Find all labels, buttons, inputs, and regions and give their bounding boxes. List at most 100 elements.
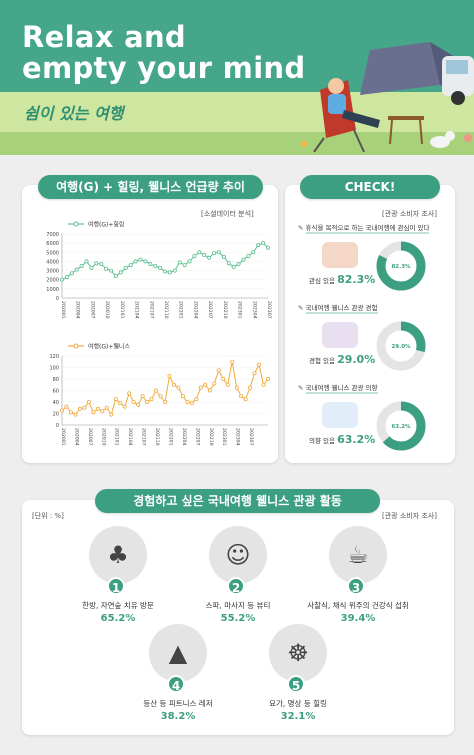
data-point	[187, 259, 192, 264]
x-tick-label: 202007	[89, 301, 95, 319]
spa-face-icon: ☺	[209, 526, 267, 584]
data-point	[216, 368, 221, 373]
data-point	[158, 265, 163, 270]
data-point	[185, 400, 190, 405]
data-point	[140, 394, 145, 399]
x-tick-label: 202204	[181, 428, 187, 446]
check-source: [관광 소비자 조사]	[382, 210, 437, 218]
wellness-line-chart: 여행(G)+웰니스 0 20 40 60 80 100 120 202001 202004 2020…	[49, 343, 270, 446]
x-tick-label: 202110	[163, 301, 169, 319]
data-point	[241, 257, 246, 262]
donut-chart: 82.3%	[376, 241, 426, 291]
x-tick-label: 202004	[73, 428, 79, 446]
check-card	[285, 185, 455, 463]
data-point	[167, 374, 172, 379]
data-point	[265, 245, 270, 250]
activity-label: 등산 등 피트니스 레저	[143, 699, 213, 708]
activity-glyph: ☸	[287, 639, 309, 667]
data-point	[89, 265, 94, 270]
donut-label: 29.0%	[391, 344, 411, 350]
check-item-title-text: 국내여행 웰니스 관광 경험	[305, 304, 378, 314]
activities-source: [관광 소비자 조사]	[382, 512, 437, 520]
yoga-mat-icon	[322, 322, 358, 348]
x-tick-label: 202010	[104, 301, 110, 319]
data-point	[73, 412, 78, 417]
x-tick-label: 202107	[141, 428, 147, 446]
activity-glyph: ▲	[168, 639, 188, 667]
x-tick-label: 202104	[127, 428, 133, 446]
data-point	[148, 262, 153, 267]
data-point	[127, 391, 132, 396]
data-point	[180, 394, 185, 399]
data-point	[59, 408, 64, 413]
activity-glyph: ♣	[107, 541, 129, 569]
y-tick-label: 0	[56, 296, 59, 302]
activity-rank-badge: 5	[287, 675, 305, 693]
data-point	[100, 409, 105, 414]
activity-rank-badge: 1	[107, 577, 125, 595]
picnic-icon	[322, 402, 358, 428]
data-point	[203, 382, 208, 387]
data-point	[95, 406, 100, 411]
y-tick-label: 1000	[46, 287, 59, 293]
x-tick-label: 202210	[208, 428, 214, 446]
activity-label: 사찰식, 채식 위주의 건강식 섭취	[307, 601, 409, 610]
x-tick-label: 202101	[119, 301, 125, 319]
x-tick-label: 202110	[154, 428, 160, 446]
y-tick-label: 20	[53, 412, 59, 418]
data-point	[231, 264, 236, 269]
data-point	[248, 385, 253, 390]
y-tick-label: 120	[49, 354, 59, 360]
check-item-title: ✎ 국내여행 웰니스 관광 경험	[298, 302, 378, 314]
check-item-percent: 63.2%	[337, 433, 376, 446]
y-tick-label: 7000	[46, 232, 59, 238]
data-point	[202, 253, 207, 258]
check-item-percent: 29.0%	[337, 353, 376, 366]
data-point	[86, 400, 91, 405]
donut-chart: 63.2%	[376, 401, 426, 451]
data-point	[128, 263, 133, 268]
data-point	[230, 359, 235, 364]
data-point	[171, 382, 176, 387]
data-point	[162, 269, 167, 274]
data-point	[138, 257, 143, 262]
data-point	[84, 259, 89, 264]
x-tick-label: 202201	[167, 428, 173, 446]
data-point	[143, 259, 148, 264]
legend-marker	[73, 343, 79, 349]
data-point	[176, 385, 181, 390]
data-point	[265, 377, 270, 382]
data-point	[194, 397, 199, 402]
check-item-percent: 82.3%	[337, 273, 376, 286]
data-point	[122, 404, 127, 409]
data-point	[82, 405, 87, 410]
data-point	[104, 266, 109, 271]
check-item-title: ✎ 국내여행 웰니스 관광 의향	[298, 382, 378, 394]
data-point	[68, 410, 73, 415]
hero-title-line2: empty your mind	[22, 51, 306, 85]
activity-percent: 65.2%	[100, 613, 136, 624]
donut-slice	[376, 241, 426, 291]
y-tick-label: 0	[56, 423, 59, 429]
data-point	[251, 250, 256, 255]
activities-title: 경험하고 싶은 국내여행 웰니스 관광 활동	[95, 489, 380, 513]
data-point	[158, 394, 163, 399]
y-tick-label: 60	[53, 389, 59, 395]
healing-line-chart: 여행(G)+힐링 0 1000 2000 3000 4000 5000 6000 7000 202…	[46, 221, 272, 319]
activity-percent: 38.2%	[160, 711, 196, 722]
data-point	[234, 385, 239, 390]
data-point	[154, 388, 159, 393]
beach-rest-icon	[322, 242, 358, 268]
data-point	[59, 277, 64, 282]
data-point	[216, 250, 221, 255]
data-point	[153, 264, 158, 269]
legend-label: 여행(G)+힐링	[88, 221, 124, 229]
activities-unit: [단위 : %]	[32, 512, 64, 520]
data-point	[79, 264, 84, 269]
data-point	[192, 253, 197, 258]
meditation-icon: ☸	[269, 624, 327, 682]
data-point	[109, 268, 114, 273]
y-tick-label: 2000	[46, 278, 59, 284]
data-point	[236, 262, 241, 267]
data-point	[109, 412, 114, 417]
